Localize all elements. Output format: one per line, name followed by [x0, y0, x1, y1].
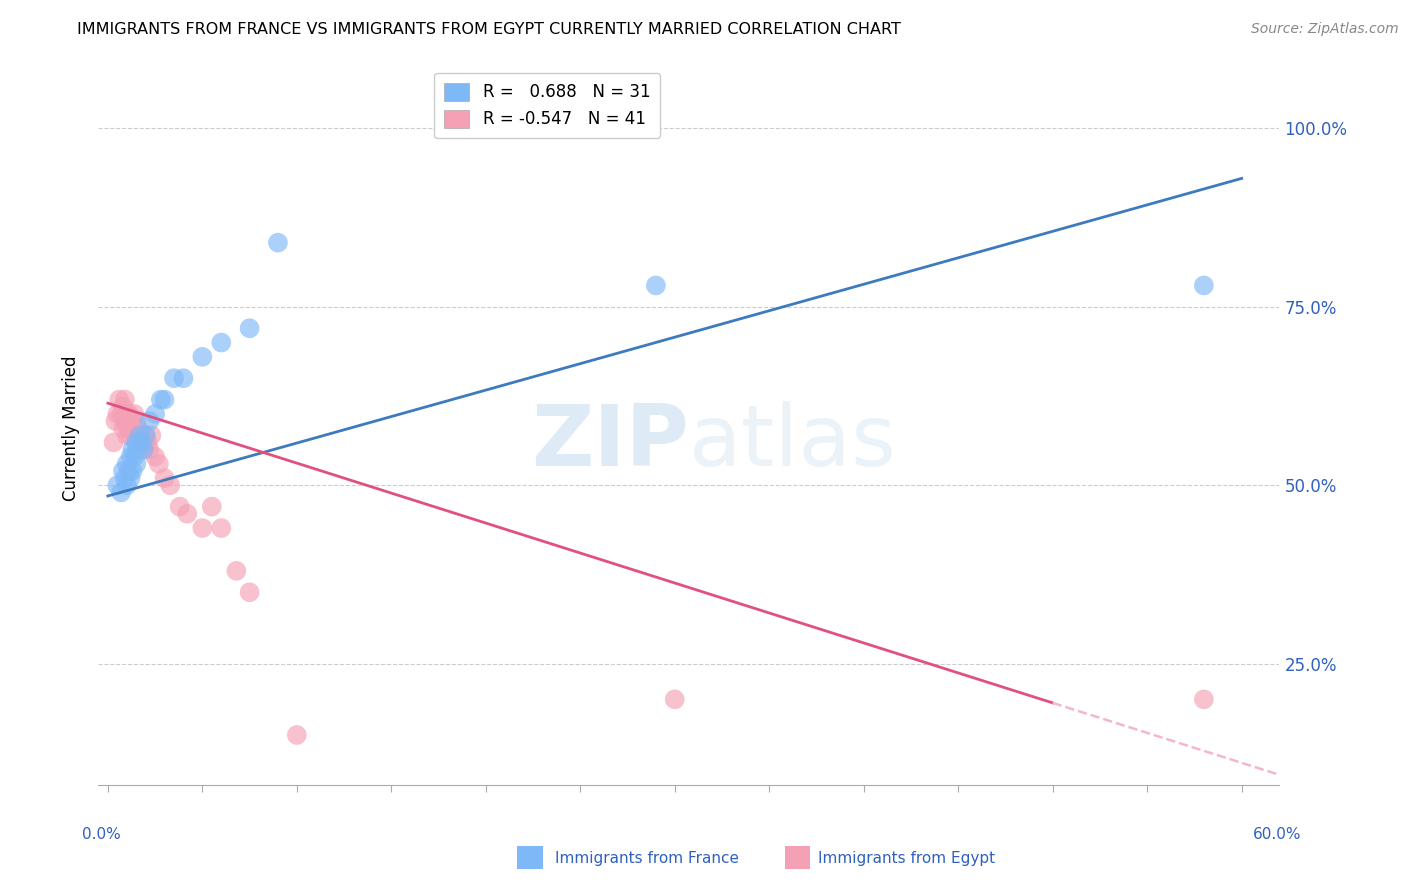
Point: [285, 728, 308, 742]
Point: [135, 428, 157, 442]
Point: [148, 457, 170, 471]
Text: atlas: atlas: [689, 401, 897, 484]
Point: [127, 421, 149, 435]
Point: [153, 392, 176, 407]
Point: [209, 335, 232, 350]
Point: [115, 428, 138, 442]
Point: [121, 464, 143, 478]
Point: [125, 435, 148, 450]
Point: [149, 392, 172, 407]
Point: [201, 500, 224, 514]
Point: [110, 407, 132, 421]
Point: [125, 457, 148, 471]
Point: [121, 442, 143, 457]
Point: [111, 400, 134, 414]
Point: [225, 564, 247, 578]
Point: [110, 485, 132, 500]
Point: [104, 414, 127, 428]
Point: [644, 278, 666, 293]
Point: [111, 464, 134, 478]
Point: [132, 442, 155, 457]
Point: [141, 428, 163, 442]
Point: [120, 414, 142, 428]
Text: Immigrants from Egypt: Immigrants from Egypt: [818, 851, 995, 865]
Point: [118, 464, 141, 478]
Point: [103, 435, 125, 450]
Point: [153, 471, 176, 485]
Text: IMMIGRANTS FROM FRANCE VS IMMIGRANTS FROM EGYPT CURRENTLY MARRIED CORRELATION CH: IMMIGRANTS FROM FRANCE VS IMMIGRANTS FRO…: [77, 22, 901, 37]
Y-axis label: Currently Married: Currently Married: [62, 355, 80, 501]
Point: [267, 235, 290, 250]
Point: [108, 392, 131, 407]
Point: [114, 471, 136, 485]
Point: [1192, 692, 1215, 706]
Point: [136, 435, 159, 450]
Point: [191, 350, 214, 364]
Point: [120, 428, 142, 442]
Point: [169, 500, 191, 514]
Point: [105, 478, 128, 492]
Point: [129, 428, 152, 442]
Point: [143, 407, 166, 421]
Point: [105, 407, 128, 421]
Point: [1192, 278, 1215, 293]
Point: [115, 478, 138, 492]
Point: [118, 407, 141, 421]
Point: [239, 585, 262, 599]
Point: [121, 421, 143, 435]
Point: [129, 428, 152, 442]
Point: [124, 407, 146, 421]
Point: [120, 450, 142, 464]
Text: Immigrants from France: Immigrants from France: [555, 851, 740, 865]
Point: [138, 414, 160, 428]
Point: [120, 471, 142, 485]
Text: ZIP: ZIP: [531, 401, 689, 484]
Legend: R =   0.688   N = 31, R = -0.547   N = 41: R = 0.688 N = 31, R = -0.547 N = 41: [434, 72, 661, 138]
Point: [664, 692, 686, 706]
Point: [163, 371, 186, 385]
Point: [132, 442, 155, 457]
Point: [131, 435, 153, 450]
Point: [115, 407, 138, 421]
Point: [172, 371, 194, 385]
Point: [159, 478, 181, 492]
Point: [127, 442, 149, 457]
Point: [125, 414, 148, 428]
Point: [138, 442, 160, 457]
Point: [124, 450, 146, 464]
Point: [131, 435, 153, 450]
Text: Source: ZipAtlas.com: Source: ZipAtlas.com: [1251, 22, 1399, 37]
Point: [239, 321, 262, 335]
Point: [118, 421, 141, 435]
Point: [191, 521, 214, 535]
Point: [115, 457, 138, 471]
Point: [114, 414, 136, 428]
Point: [135, 428, 157, 442]
Point: [143, 450, 166, 464]
Point: [111, 421, 134, 435]
Point: [125, 435, 148, 450]
Point: [209, 521, 232, 535]
Text: 0.0%: 0.0%: [82, 827, 121, 841]
Point: [114, 392, 136, 407]
Text: 60.0%: 60.0%: [1253, 827, 1301, 841]
Point: [176, 507, 198, 521]
